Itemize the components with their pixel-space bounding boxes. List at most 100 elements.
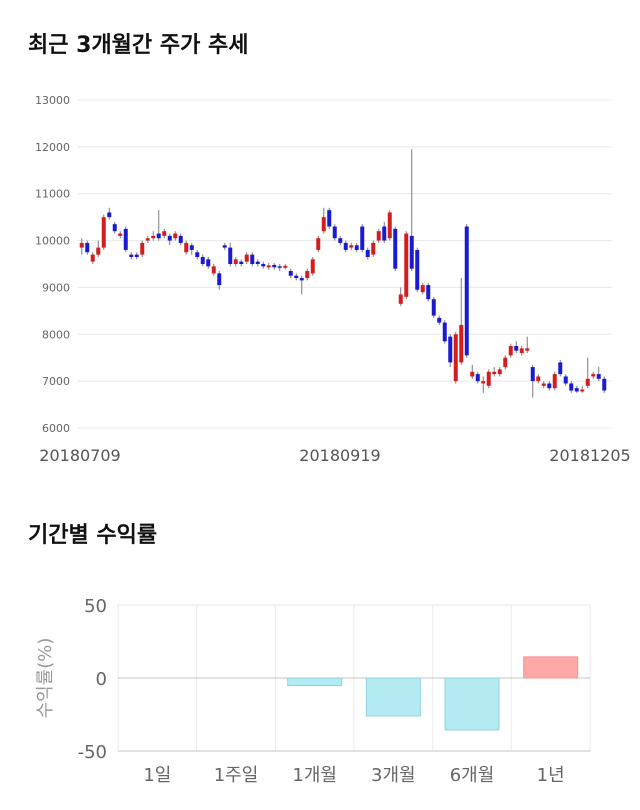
price-y-tick-label: 11000 (35, 188, 70, 201)
candle-body (596, 374, 601, 379)
price-x-tick-label: 20180709 (39, 446, 120, 465)
candle-up (541, 381, 546, 389)
candle-body (486, 371, 491, 386)
candle-body (167, 235, 172, 241)
candle-body (393, 228, 398, 269)
candle-body (453, 334, 458, 382)
candle-up (162, 228, 167, 239)
candle-body (332, 226, 337, 239)
candle-body (211, 266, 216, 274)
candle-body (79, 242, 84, 248)
candle-up (552, 371, 557, 391)
candle-body (310, 259, 315, 274)
candle-down (415, 247, 420, 293)
return-grid: 50 0 -50 (78, 596, 591, 763)
candle-body (530, 367, 535, 382)
candle-body (536, 376, 541, 382)
price-y-tick-label: 8000 (42, 328, 70, 341)
candle-down (437, 315, 442, 325)
candle-down (596, 367, 601, 382)
candle-body (189, 245, 194, 250)
candle-body (602, 378, 607, 391)
return-category-label: 1년 (537, 765, 565, 786)
candle-body (525, 348, 530, 351)
candle-body (206, 259, 211, 267)
candle-body (371, 242, 376, 255)
candle-up (519, 346, 524, 356)
candle-body (398, 294, 403, 304)
price-x-tick-label: 20180919 (299, 446, 380, 465)
candle-up (310, 256, 315, 276)
return-bar (365, 677, 421, 717)
candle-down (547, 381, 552, 391)
candle-down (85, 240, 90, 255)
candle-body (415, 249, 420, 290)
price-candlestick-chart: 6000 7000 8000 9000 10000 11000 12000 13000 201… (35, 94, 631, 465)
candle-body (195, 252, 200, 257)
candle-down (602, 376, 607, 393)
candle-down (299, 275, 304, 295)
candle-down (464, 224, 469, 358)
candle-body (217, 273, 222, 286)
candle-body (459, 324, 464, 363)
candle-down (360, 224, 365, 253)
price-trend-title: 최근 3개월간 주가 추세 (28, 33, 249, 58)
candle-up (321, 207, 326, 234)
candle-body (90, 254, 95, 262)
candle-up (266, 263, 271, 270)
candle-body (426, 285, 431, 300)
candle-body (591, 374, 596, 377)
candle-body (316, 238, 321, 250)
candle-up (585, 357, 590, 389)
candle-body (514, 346, 519, 351)
candle-body (409, 235, 414, 269)
return-y-tick-label: 0 (96, 669, 107, 690)
candle-body (431, 299, 436, 316)
candle-body (497, 369, 502, 375)
candle-down (354, 242, 359, 253)
price-y-tick-label: 7000 (42, 375, 70, 388)
candle-up (140, 240, 145, 257)
candle-down (156, 210, 161, 241)
candle-body (376, 231, 381, 241)
candle-up (244, 252, 249, 264)
candle-down (574, 385, 579, 393)
candle-down (514, 341, 519, 354)
period-return-title: 기간별 수익률 (28, 523, 158, 548)
candle-body (354, 245, 359, 250)
candle-down (343, 240, 348, 253)
price-y-tick-label: 13000 (35, 94, 70, 107)
candle-body (321, 217, 326, 232)
candle-up (508, 343, 513, 358)
candle-down (178, 233, 183, 246)
candle-down (200, 254, 205, 267)
candle-body (327, 210, 332, 227)
candle-body (255, 261, 260, 264)
candle-up (316, 235, 321, 253)
candle-body (349, 245, 354, 248)
candle-body (118, 233, 123, 236)
candle-body (272, 264, 277, 268)
price-y-tick-label: 9000 (42, 281, 70, 294)
candle-body (151, 235, 156, 239)
candle-body (464, 226, 469, 356)
candle-body (156, 233, 161, 239)
candle-body (552, 374, 557, 389)
candle-up (404, 231, 409, 300)
candle-body (294, 275, 299, 279)
return-category-label: 1일 (143, 765, 171, 786)
candle-up (420, 282, 425, 295)
return-bar (523, 656, 579, 679)
candle-up (387, 210, 392, 241)
return-bars (287, 656, 579, 731)
candle-body (569, 383, 574, 391)
candle-body (442, 322, 447, 342)
candle-down (332, 224, 337, 241)
candle-body (382, 226, 387, 241)
candle-body (503, 357, 508, 368)
price-y-tick-label: 6000 (42, 422, 70, 435)
price-x-axis: 20180709 20180919 20181205 (39, 446, 630, 465)
candle-body (437, 317, 442, 323)
candle-down (431, 296, 436, 318)
candle-down (448, 334, 453, 368)
